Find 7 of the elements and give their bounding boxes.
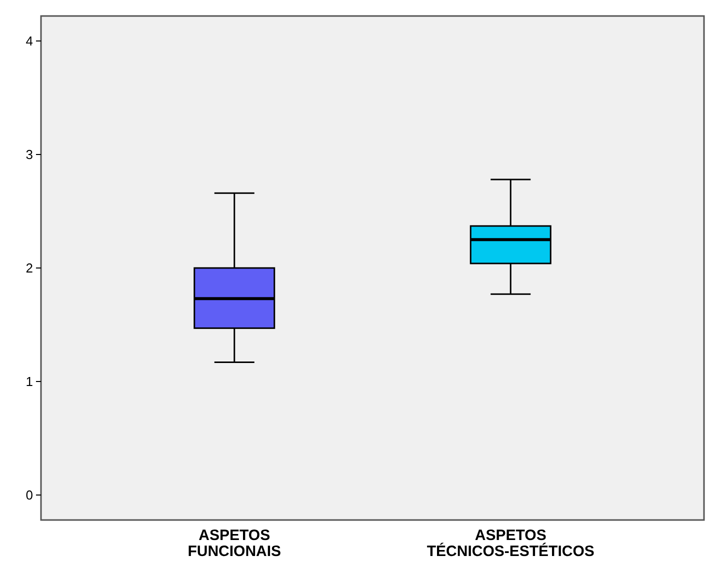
x-tick-label: ASPETOS FUNCIONAIS (188, 527, 282, 560)
y-tick-label: 0 (26, 488, 33, 503)
y-tick-label: 4 (26, 34, 33, 49)
y-tick-label: 3 (26, 147, 33, 162)
y-tick-label: 2 (26, 260, 33, 276)
x-tick-label: ASPETOS TÉCNICOS-ESTÉTICOS (426, 527, 594, 560)
y-tick-label: 1 (26, 374, 33, 390)
